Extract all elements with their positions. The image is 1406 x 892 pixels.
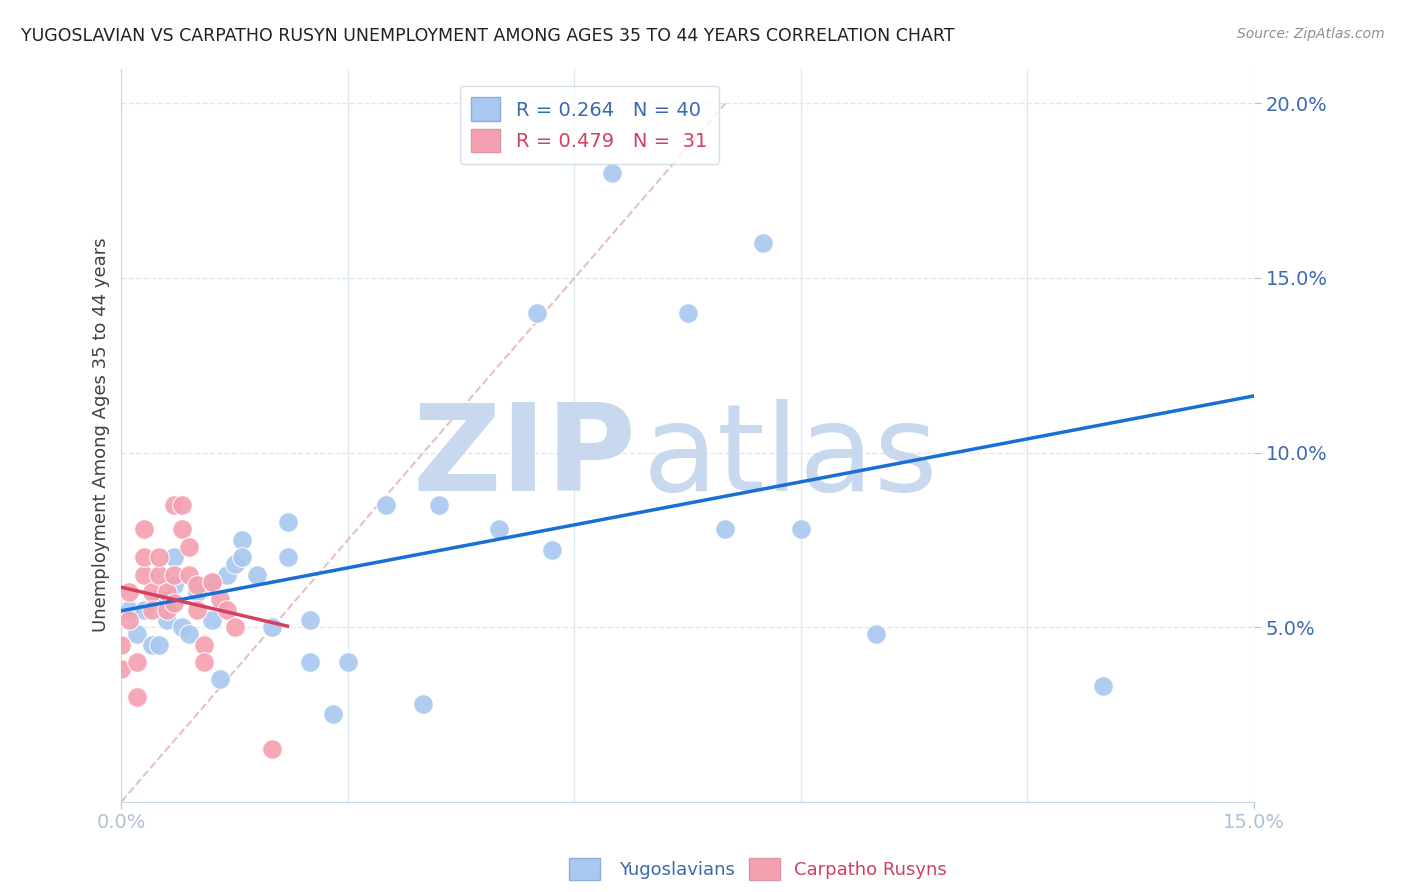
Point: [1091, 680, 1114, 694]
Point: [600, 166, 623, 180]
Point: [224, 558, 246, 572]
Point: [186, 578, 208, 592]
Point: [125, 655, 148, 669]
Point: [201, 613, 224, 627]
Point: [132, 550, 155, 565]
Point: [156, 613, 179, 627]
Point: [231, 533, 253, 547]
Y-axis label: Unemployment Among Ages 35 to 44 years: Unemployment Among Ages 35 to 44 years: [93, 238, 110, 632]
Point: [170, 620, 193, 634]
Point: [299, 613, 322, 627]
Point: [277, 516, 299, 530]
Point: [208, 673, 231, 687]
Point: [148, 638, 170, 652]
Point: [277, 550, 299, 565]
Point: [299, 655, 322, 669]
Point: [336, 655, 359, 669]
Point: [156, 585, 179, 599]
Point: [322, 707, 344, 722]
Point: [118, 602, 141, 616]
Point: [540, 543, 562, 558]
Point: [262, 620, 284, 634]
Point: [526, 306, 548, 320]
Point: [141, 638, 163, 652]
Point: [125, 690, 148, 704]
Point: [752, 235, 775, 250]
Text: ZIP: ZIP: [413, 399, 637, 516]
Point: [488, 522, 510, 536]
Point: [148, 567, 170, 582]
Point: [201, 574, 224, 589]
Point: [163, 498, 186, 512]
Point: [217, 567, 239, 582]
Point: [262, 742, 284, 756]
Text: Carpatho Rusyns: Carpatho Rusyns: [794, 861, 948, 879]
Point: [208, 592, 231, 607]
Point: [110, 638, 132, 652]
Point: [201, 574, 224, 589]
Point: [427, 498, 450, 512]
Point: [714, 522, 737, 536]
Text: atlas: atlas: [643, 399, 938, 516]
Point: [141, 602, 163, 616]
Point: [865, 627, 887, 641]
Point: [179, 627, 201, 641]
Point: [193, 638, 215, 652]
Point: [170, 522, 193, 536]
Point: [125, 627, 148, 641]
Point: [179, 540, 201, 554]
Point: [224, 620, 246, 634]
Point: [217, 602, 239, 616]
Point: [132, 522, 155, 536]
Point: [163, 578, 186, 592]
Point: [186, 602, 208, 616]
Point: [148, 592, 170, 607]
Legend: R = 0.264   N = 40, R = 0.479   N =  31: R = 0.264 N = 40, R = 0.479 N = 31: [460, 86, 718, 164]
Point: [412, 697, 434, 711]
Point: [141, 585, 163, 599]
Point: [163, 567, 186, 582]
Point: [186, 585, 208, 599]
Point: [132, 567, 155, 582]
Point: [118, 613, 141, 627]
Text: YUGOSLAVIAN VS CARPATHO RUSYN UNEMPLOYMENT AMONG AGES 35 TO 44 YEARS CORRELATION: YUGOSLAVIAN VS CARPATHO RUSYN UNEMPLOYME…: [21, 27, 955, 45]
Point: [231, 550, 253, 565]
Point: [246, 567, 269, 582]
Point: [374, 498, 396, 512]
Text: Source: ZipAtlas.com: Source: ZipAtlas.com: [1237, 27, 1385, 41]
Point: [110, 662, 132, 676]
Text: Yugoslavians: Yugoslavians: [619, 861, 734, 879]
Point: [676, 306, 699, 320]
Point: [156, 602, 179, 616]
Point: [148, 550, 170, 565]
Point: [163, 596, 186, 610]
Point: [790, 522, 813, 536]
Point: [163, 550, 186, 565]
Point: [118, 585, 141, 599]
Point: [132, 602, 155, 616]
Point: [179, 567, 201, 582]
Point: [170, 498, 193, 512]
Point: [193, 655, 215, 669]
